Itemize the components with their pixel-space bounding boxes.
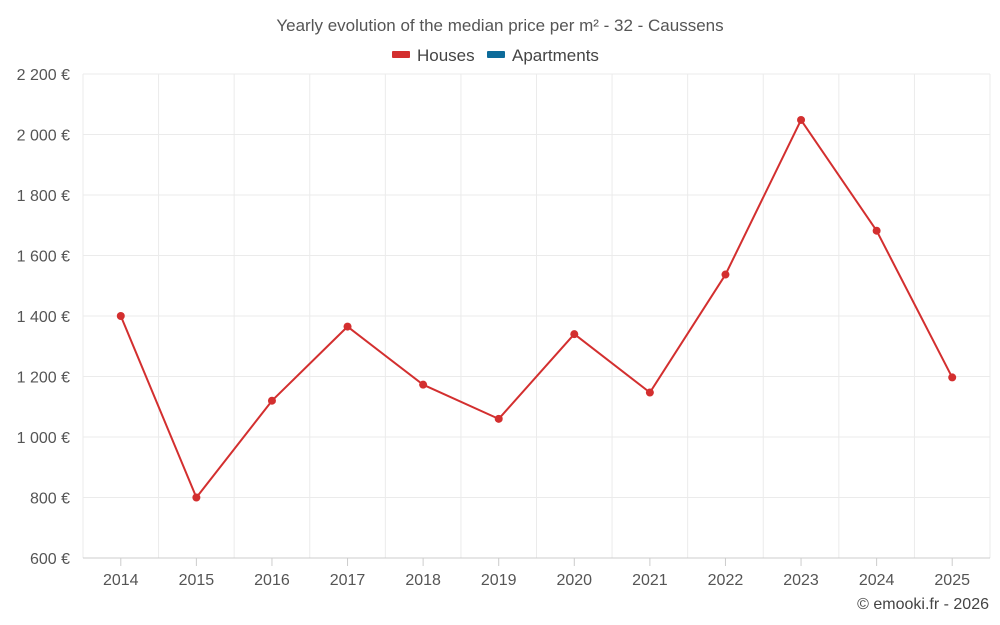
y-tick-label: 2 000 €	[17, 128, 70, 145]
x-tick-label: 2019	[481, 572, 517, 589]
legend-swatch	[487, 51, 505, 58]
legend[interactable]: Houses Apartments	[392, 46, 599, 65]
credit-text: © emooki.fr - 2026	[857, 596, 989, 613]
legend-swatch	[392, 51, 410, 58]
x-tick-label: 2024	[859, 572, 895, 589]
x-tick-label: 2018	[405, 572, 441, 589]
x-tick-label: 2021	[632, 572, 668, 589]
y-tick-label: 1 400 €	[17, 309, 70, 326]
y-tick-label: 1 000 €	[17, 430, 70, 447]
chart-title: Yearly evolution of the median price per…	[276, 16, 723, 35]
x-tick-label: 2017	[330, 572, 366, 589]
data-point-houses-2021[interactable]	[645, 388, 654, 397]
legend-item-apartments[interactable]: Apartments	[487, 46, 599, 65]
x-tick-label: 2025	[934, 572, 970, 589]
legend-label: Apartments	[512, 46, 599, 65]
y-tick-label: 800 €	[30, 491, 70, 508]
x-axis-ticks: 2014 2015 2016 2017 2018 2019 2020 2021 2022 2023…	[103, 558, 970, 589]
y-tick-label: 1 800 €	[17, 188, 70, 205]
data-point-houses-2024[interactable]	[872, 226, 881, 235]
series-group	[116, 115, 957, 502]
y-tick-label: 600 €	[30, 551, 70, 568]
y-tick-label: 1 200 €	[17, 370, 70, 387]
data-point-houses-2018[interactable]	[419, 380, 428, 389]
x-tick-label: 2015	[179, 572, 215, 589]
legend-item-houses[interactable]: Houses	[392, 46, 475, 65]
x-tick-label: 2014	[103, 572, 139, 589]
data-point-houses-2019[interactable]	[494, 414, 503, 423]
x-tick-label: 2022	[708, 572, 744, 589]
data-point-houses-2016[interactable]	[267, 396, 276, 405]
data-point-houses-2014[interactable]	[116, 312, 125, 320]
x-tick-label: 2016	[254, 572, 290, 589]
data-point-houses-2017[interactable]	[343, 322, 352, 331]
data-point-houses-2020[interactable]	[570, 330, 579, 339]
y-tick-label: 1 600 €	[17, 249, 70, 266]
data-point-houses-2015[interactable]	[192, 493, 201, 502]
grid	[82, 73, 991, 558]
series-line-houses	[119, 119, 954, 499]
data-point-houses-2025[interactable]	[948, 373, 957, 382]
data-point-houses-2023[interactable]	[797, 115, 806, 124]
y-axis-ticks: 600 € 800 € 1 000 € 1 200 € 1 400 € 1 600 € 1 …	[17, 67, 70, 568]
y-tick-label: 2 200 €	[17, 67, 70, 84]
x-tick-label: 2020	[556, 572, 592, 589]
x-tick-label: 2023	[783, 572, 819, 589]
legend-label: Houses	[417, 46, 475, 65]
data-point-houses-2022[interactable]	[721, 270, 730, 279]
